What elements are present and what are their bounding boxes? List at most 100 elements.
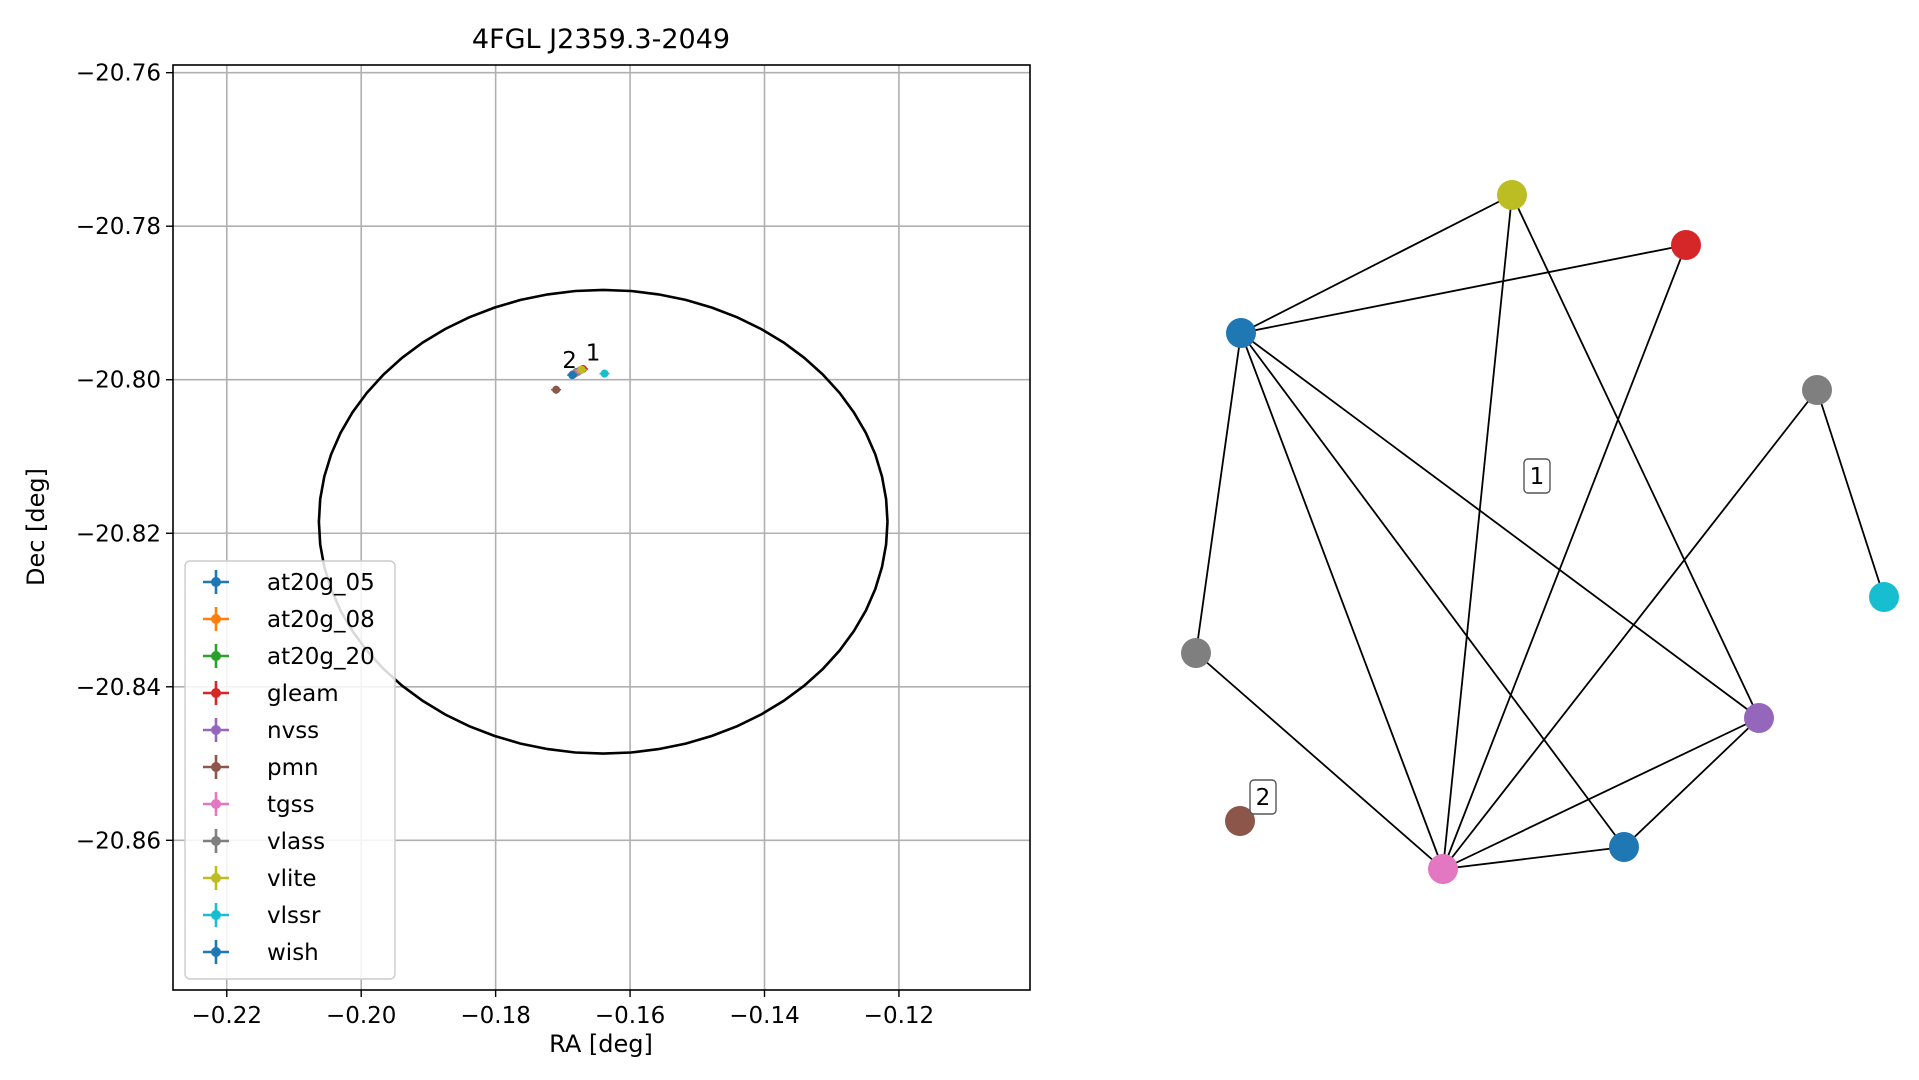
graph-edge: [1442, 194, 1513, 870]
legend-item: vlite: [203, 866, 317, 892]
graph-node-at20g_20: [1181, 638, 1211, 668]
legend-marker: [211, 873, 221, 883]
graph-edge: [1240, 194, 1513, 334]
legend-box: [184, 560, 396, 980]
legend-label: nvss: [267, 718, 319, 744]
graph-edge: [1816, 389, 1885, 598]
x-tick-label: −0.22: [192, 1003, 262, 1029]
points-layer: [551, 364, 610, 394]
legend-item: vlssr: [203, 903, 321, 929]
graph-label-box: [1523, 458, 1551, 494]
y-tick-label: −20.76: [76, 61, 161, 87]
y-tick-label: −20.80: [76, 368, 161, 394]
point-annotation: 2: [562, 348, 577, 374]
scatter-panel: 4FGL J2359.3-2049 12 −0.22 −0.20 −0.18 −0.1…: [22, 24, 1031, 1058]
axes-frame: [172, 64, 1031, 991]
graph-node-pmn: [1225, 806, 1255, 836]
localization-circle-layer: [317, 288, 889, 755]
graph-edge: [1442, 389, 1818, 870]
y-axis-ticks: −20.76 −20.78 −20.80 −20.82 −20.84 −20.86: [76, 61, 173, 854]
legend-marker: [211, 836, 221, 846]
legend-marker: [211, 725, 221, 735]
legend-marker: [211, 947, 221, 957]
graph-edge: [1511, 194, 1760, 719]
graph-label: 1: [1523, 458, 1551, 494]
graph-node-gleam: [1671, 230, 1701, 260]
edges-layer: [1195, 194, 1885, 870]
legend-label: vlite: [267, 866, 317, 892]
x-tick-label: −0.18: [460, 1003, 530, 1029]
y-tick-label: −20.82: [76, 521, 161, 547]
graph-label: 2: [1249, 779, 1277, 815]
point-annotation: 1: [586, 341, 601, 367]
graph-label-box: [1249, 779, 1277, 815]
legend-label: at20g_20: [267, 644, 375, 670]
graph-node-vlass: [1802, 375, 1832, 405]
legend-label: vlass: [267, 829, 325, 855]
legend-marker: [211, 688, 221, 698]
legend-marker: [211, 910, 221, 920]
x-axis-label: RA [deg]: [549, 1030, 653, 1058]
annotation-layer: 12: [562, 341, 600, 375]
point-wish: [568, 371, 577, 380]
legend-marker: [211, 577, 221, 587]
localization-circle: [317, 288, 889, 755]
network-panel: 12: [1181, 180, 1899, 884]
graph-edge: [1442, 244, 1687, 870]
point-vlssr: [600, 369, 609, 378]
graph-edge: [1195, 652, 1444, 870]
legend-label: tgss: [267, 792, 315, 818]
graph-node-vlssr: [1869, 582, 1899, 612]
legend-item: at20g_08: [203, 607, 375, 633]
legend-label: gleam: [267, 681, 339, 707]
y-axis-label: Dec [deg]: [22, 468, 50, 586]
legend-item: nvss: [203, 718, 319, 744]
legend-item: pmn: [203, 755, 319, 781]
legend-marker: [211, 614, 221, 624]
graph-node-at20g_05: [1226, 318, 1256, 348]
x-tick-label: −0.14: [729, 1003, 799, 1029]
legend-item: vlass: [203, 829, 325, 855]
legend-marker: [211, 799, 221, 809]
legend-item: tgss: [203, 792, 315, 818]
legend-label: wish: [267, 940, 319, 966]
legend-label: at20g_05: [267, 570, 375, 596]
graph-edge: [1240, 332, 1444, 870]
graph-node-tgss: [1428, 854, 1458, 884]
nodes-layer: [1181, 180, 1899, 884]
graph-node-wish: [1609, 832, 1639, 862]
y-tick-label: −20.84: [76, 675, 161, 701]
y-tick-label: −20.86: [76, 828, 161, 854]
graph-node-vlite: [1497, 180, 1527, 210]
legend-marker: [211, 651, 221, 661]
chart-title: 4FGL J2359.3-2049: [472, 24, 730, 55]
graph-edge: [1240, 332, 1625, 848]
graph-edge: [1442, 846, 1625, 870]
graph-edge: [1623, 717, 1760, 848]
x-tick-label: −0.12: [864, 1003, 934, 1029]
x-tick-label: −0.16: [595, 1003, 665, 1029]
graph-edge: [1442, 717, 1760, 870]
graph-edge: [1240, 332, 1760, 719]
graph-label-text: 1: [1530, 464, 1545, 490]
point-pmn: [552, 385, 561, 394]
graph-labels-layer: 12: [1249, 458, 1551, 815]
legend-item: wish: [203, 940, 319, 966]
graph-edge: [1240, 244, 1687, 334]
graph-node-nvss: [1744, 703, 1774, 733]
x-tick-label: −0.20: [326, 1003, 396, 1029]
graph-label-text: 2: [1256, 785, 1271, 811]
legend-label: at20g_08: [267, 607, 375, 633]
graph-edge: [1195, 332, 1242, 654]
legend-item: at20g_20: [203, 644, 375, 670]
x-axis-ticks: −0.22 −0.20 −0.18 −0.16 −0.14 −0.12: [192, 990, 934, 1029]
legend-marker: [211, 762, 221, 772]
legend-label: pmn: [267, 755, 319, 781]
y-tick-label: −20.78: [76, 214, 161, 240]
legend-item: gleam: [203, 681, 339, 707]
legend-label: vlssr: [267, 903, 321, 929]
point-vlite: [577, 365, 586, 374]
legend-item: at20g_05: [203, 570, 375, 596]
